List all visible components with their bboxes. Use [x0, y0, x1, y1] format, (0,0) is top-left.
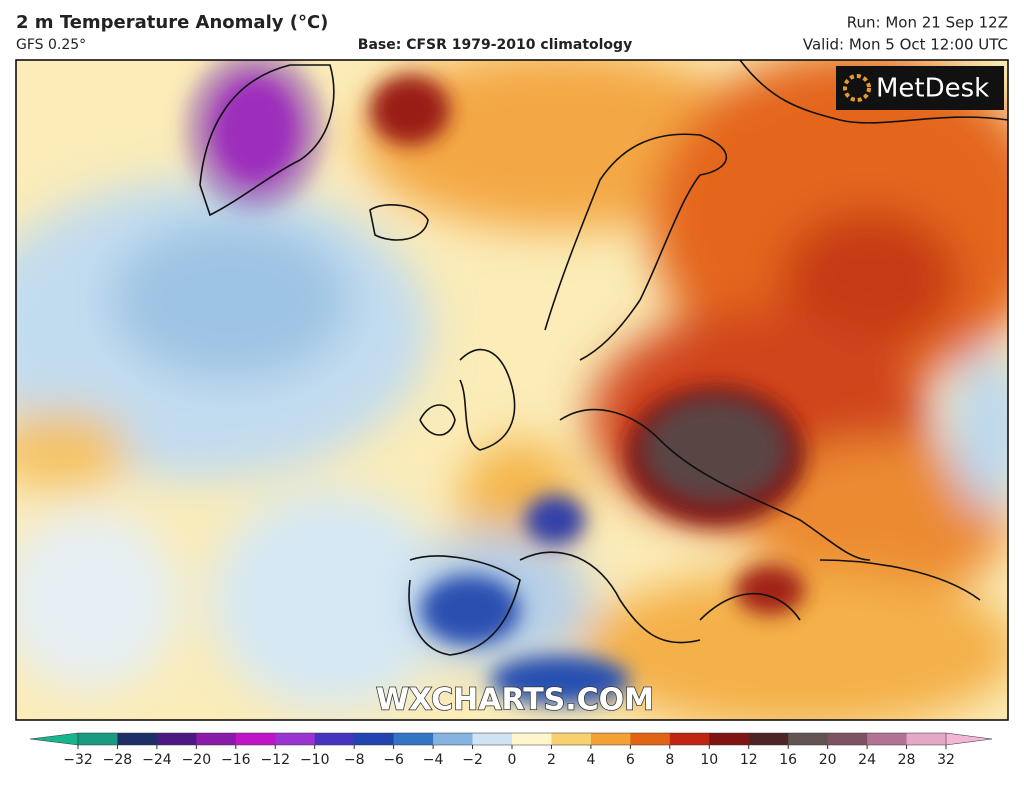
colorbar-tick-label: 8	[665, 752, 674, 768]
colorbar-tick-label: 12	[740, 752, 758, 768]
colorbar-segment	[630, 733, 671, 745]
colorbar-tick-label: −20	[182, 752, 212, 768]
colorbar-segment	[78, 733, 118, 745]
colorbar-tick-label: 20	[819, 752, 837, 768]
logo: MetDesk	[876, 74, 989, 104]
colorbar-tick-label: 2	[547, 752, 556, 768]
title: 2 m Temperature Anomaly (°C)	[16, 12, 328, 33]
colorbar-tick-label: 10	[700, 752, 718, 768]
colorbar-segment	[275, 733, 316, 745]
colorbar-tick-label: −8	[344, 752, 365, 768]
run: Run: Mon 21 Sep 12Z	[847, 14, 1008, 32]
model: GFS 0.25°	[16, 37, 86, 53]
colorbar-tick-label: −2	[462, 752, 483, 768]
colorbar-segment	[393, 733, 434, 745]
colorbar-segment	[156, 733, 197, 745]
colorbar-segment	[590, 733, 631, 745]
colorbar-tick-label: −4	[423, 752, 444, 768]
colorbar-segment	[512, 733, 552, 745]
colorbar-tick-label: 16	[779, 752, 797, 768]
colorbar-tick-label: 32	[937, 752, 955, 768]
colorbar-tick-label: 6	[626, 752, 635, 768]
colorbar-tick-label: −16	[221, 752, 251, 768]
colorbar-tick-label: −6	[383, 752, 404, 768]
colorbar-segment	[748, 733, 789, 745]
colorbar-tick-label: 28	[898, 752, 916, 768]
colorbar-tick-label: 0	[508, 752, 517, 768]
colorbar-segment	[117, 733, 158, 745]
colorbar: −32 −28 −24 −20 −16 −12 −10 −8 −6 −4 −2 0 2 4 6 8 10 12 16…	[29, 732, 993, 768]
colorbar-segment	[433, 733, 474, 745]
colorbar-segment	[709, 733, 750, 745]
base: Base: CFSR 1979-2010 climatology	[358, 37, 632, 53]
colorbar-segment	[196, 733, 237, 745]
colorbar-segment	[827, 733, 868, 745]
colorbar-segment	[906, 733, 947, 745]
colorbar-segment	[788, 733, 829, 745]
colorbar-segment	[472, 733, 513, 745]
colorbar-high-end	[945, 732, 993, 746]
colorbar-tick-label: 24	[858, 752, 876, 768]
colorbar-segment	[314, 733, 355, 745]
colorbar-tick-label: −32	[63, 752, 93, 768]
map-frame	[15, 59, 1009, 721]
colorbar-tick-label: −10	[300, 752, 330, 768]
colorbar-segment	[867, 733, 908, 745]
colorbar-tick-label: −24	[142, 752, 172, 768]
colorbar-segment	[354, 733, 395, 745]
colorbar-low-end	[29, 732, 79, 746]
valid: Valid: Mon 5 Oct 12:00 UTC	[803, 36, 1008, 54]
colorbar-tick-label: 4	[586, 752, 595, 768]
colorbar-tick-label: −12	[260, 752, 290, 768]
colorbar-segment	[551, 733, 592, 745]
logo-box	[836, 66, 1004, 110]
colorbar-tick-label: −28	[103, 752, 133, 768]
watermark: WXCHARTS.COM	[376, 683, 654, 718]
colorbar-segment	[669, 733, 710, 745]
map: MetDesk WXCHARTS.COM	[16, 60, 1008, 720]
colorbar-segment	[235, 733, 276, 745]
